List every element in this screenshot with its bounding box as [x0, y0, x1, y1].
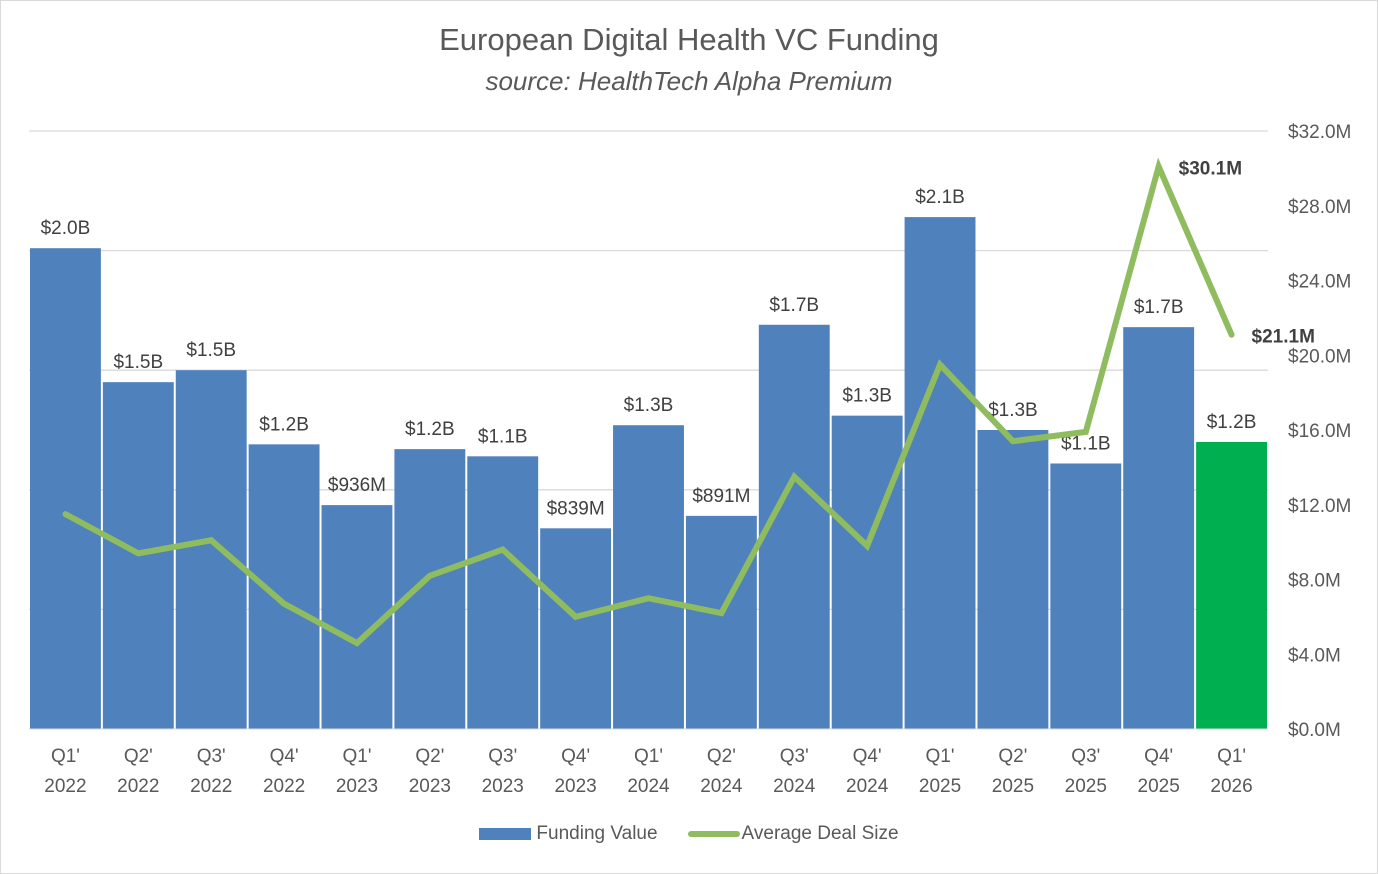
x-axis-tick-label: Q1' — [51, 746, 80, 767]
bar-data-label: $1.3B — [842, 386, 892, 407]
x-axis-tick-label: 2025 — [1138, 776, 1180, 797]
bar-data-label: $1.2B — [405, 419, 455, 440]
x-axis-tick-label: 2022 — [117, 776, 159, 797]
x-axis-tick-label: Q3' — [197, 746, 226, 767]
y-axis-tick-label: $24.0M — [1288, 272, 1351, 293]
x-axis-tick-label: 2023 — [482, 776, 524, 797]
x-axis-tick-label: Q2' — [415, 746, 444, 767]
bar-data-label: $891M — [692, 486, 750, 507]
bar — [248, 444, 320, 729]
x-axis-tick-label: 2025 — [992, 776, 1034, 797]
bar — [1050, 463, 1122, 729]
legend-item-average-deal-size[interactable]: Average Deal Size — [687, 823, 899, 845]
bar-data-label: $1.1B — [1061, 433, 1111, 454]
x-axis-tick-label: Q2' — [124, 746, 153, 767]
x-axis-tick-label: Q4' — [270, 746, 299, 767]
x-axis-tick-label: Q3' — [488, 746, 517, 767]
y-axis-tick-label: $32.0M — [1288, 122, 1351, 143]
bar — [1123, 327, 1195, 729]
line-data-label: $21.1M — [1252, 327, 1315, 348]
bar-data-label: $1.3B — [624, 395, 674, 416]
bar-data-label: $1.2B — [1207, 412, 1257, 433]
y-axis-tick-label: $28.0M — [1288, 197, 1351, 218]
bar — [977, 430, 1049, 729]
legend-label: Funding Value — [536, 823, 658, 844]
bar — [394, 449, 466, 729]
bar-data-label: $1.3B — [988, 400, 1038, 421]
bar-data-label: $936M — [328, 475, 386, 496]
x-axis-tick-label: 2025 — [919, 776, 961, 797]
bar-data-label: $2.1B — [915, 187, 965, 208]
bar — [1196, 441, 1267, 729]
y-axis-tick-label: $12.0M — [1288, 496, 1351, 517]
x-axis-tick-label: Q4' — [853, 746, 882, 767]
x-axis-tick-label: 2023 — [554, 776, 596, 797]
bar-data-label: $1.7B — [1134, 297, 1184, 318]
x-axis-tick-label: 2022 — [263, 776, 305, 797]
x-axis-tick-label: Q4' — [561, 746, 590, 767]
chart-subtitle: source: HealthTech Alpha Premium — [485, 66, 893, 96]
bar — [831, 415, 903, 729]
x-axis-tick-label: Q1' — [634, 746, 663, 767]
bar — [467, 456, 539, 729]
x-axis-tick-label: 2023 — [409, 776, 451, 797]
y-axis-tick-label: $16.0M — [1288, 421, 1351, 442]
bar-data-label: $1.5B — [113, 352, 163, 373]
bar — [321, 505, 393, 729]
bar — [685, 515, 757, 729]
x-axis-tick-label: 2024 — [773, 776, 816, 797]
bar-data-label: $1.1B — [478, 426, 528, 447]
y-axis-tick-label: $0.0M — [1288, 720, 1341, 741]
x-axis-tick-label: Q1' — [926, 746, 955, 767]
y-axis-tick-label: $4.0M — [1288, 645, 1341, 666]
y-axis-tick-label: $8.0M — [1288, 571, 1341, 592]
legend: Funding Value Average Deal Size — [0, 823, 1378, 845]
x-axis-tick-label: 2024 — [700, 776, 743, 797]
line-data-label: $30.1M — [1179, 159, 1242, 180]
bar-data-label: $2.0B — [41, 218, 91, 239]
legend-swatch-bar — [479, 828, 532, 840]
x-axis-tick-label: Q2' — [998, 746, 1027, 767]
chart-title: European Digital Health VC Funding — [439, 22, 939, 57]
bar — [175, 370, 247, 729]
bar — [904, 217, 976, 729]
x-axis-tick-label: 2026 — [1210, 776, 1252, 797]
bar-data-label: $1.7B — [769, 295, 819, 316]
x-axis-tick-label: Q1' — [1217, 746, 1246, 767]
x-axis-tick-label: 2024 — [627, 776, 670, 797]
bar-data-label: $1.5B — [186, 340, 236, 361]
legend-item-funding-value[interactable]: Funding Value — [479, 823, 658, 845]
y-axis-tick-label: $20.0M — [1288, 346, 1351, 367]
bar-data-label: $1.2B — [259, 414, 309, 435]
x-axis-tick-label: 2022 — [44, 776, 86, 797]
x-axis-tick-label: Q2' — [707, 746, 736, 767]
legend-label: Average Deal Size — [741, 823, 899, 844]
x-axis-tick-label: Q1' — [342, 746, 371, 767]
x-axis-tick-label: 2022 — [190, 776, 232, 797]
x-axis-tick-label: Q3' — [780, 746, 809, 767]
bar — [30, 248, 101, 729]
x-axis-tick-label: Q4' — [1144, 746, 1173, 767]
bar — [613, 425, 684, 729]
x-axis-tick-label: 2024 — [846, 776, 889, 797]
bar-data-label: $839M — [547, 498, 605, 519]
legend-swatch-line — [687, 831, 740, 837]
x-axis-tick-label: 2023 — [336, 776, 378, 797]
bar — [540, 528, 612, 729]
x-axis-tick-label: Q3' — [1071, 746, 1100, 767]
x-axis-tick-label: 2025 — [1065, 776, 1107, 797]
